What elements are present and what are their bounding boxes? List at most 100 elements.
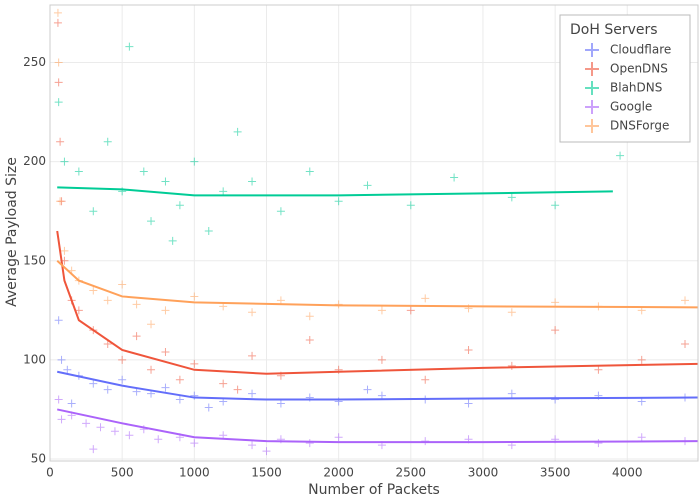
marker xyxy=(53,8,62,17)
marker xyxy=(450,173,459,182)
marker xyxy=(161,177,170,186)
marker xyxy=(56,137,65,146)
y-tick-label: 100 xyxy=(23,352,46,366)
marker xyxy=(190,359,199,368)
marker xyxy=(147,320,156,329)
trend-line xyxy=(57,186,613,197)
marker xyxy=(118,375,127,384)
legend-title: DoH Servers xyxy=(570,22,658,38)
marker xyxy=(89,379,98,388)
legend-symbol xyxy=(585,100,599,114)
marker xyxy=(305,336,314,345)
marker xyxy=(406,201,415,210)
marker xyxy=(421,294,430,303)
x-axis-label: Number of Packets xyxy=(308,482,440,498)
marker xyxy=(305,439,314,448)
x-tick-label: 3500 xyxy=(540,466,571,480)
legend-box xyxy=(559,14,691,143)
legend-symbol xyxy=(585,81,599,95)
marker xyxy=(276,399,285,408)
marker xyxy=(507,308,516,317)
marker xyxy=(103,340,112,349)
marker xyxy=(464,399,473,408)
marker xyxy=(190,292,199,301)
marker xyxy=(233,385,242,394)
marker xyxy=(616,151,625,160)
marker xyxy=(305,312,314,321)
y-tick-label: 150 xyxy=(23,253,46,267)
marker xyxy=(377,306,386,315)
trend-line xyxy=(57,408,699,444)
marker xyxy=(363,181,372,190)
marker xyxy=(551,298,560,307)
marker xyxy=(103,296,112,305)
marker xyxy=(681,296,690,305)
legend-label: Cloudflare xyxy=(610,43,671,57)
marker xyxy=(154,435,163,444)
legend-label: BlahDNS xyxy=(610,81,662,95)
marker xyxy=(147,217,156,226)
marker xyxy=(57,355,66,364)
marker xyxy=(175,395,184,404)
x-tick-label: 2500 xyxy=(396,466,427,480)
legend: DoH Servers Cloudflare OpenDNS BlahDNS Googl… xyxy=(559,14,691,143)
marker xyxy=(118,355,127,364)
marker xyxy=(248,308,257,317)
marker xyxy=(161,306,170,315)
legend-symbol xyxy=(585,62,599,76)
marker xyxy=(219,187,228,196)
marker xyxy=(54,78,63,87)
legend-label: DNSForge xyxy=(610,119,669,133)
marker xyxy=(334,197,343,206)
marker xyxy=(204,403,213,412)
x-tick-label: 2000 xyxy=(323,466,354,480)
series-markers xyxy=(54,42,625,245)
x-tick-label: 3000 xyxy=(468,466,499,480)
marker xyxy=(125,42,134,51)
y-tick-label: 50 xyxy=(31,452,46,466)
legend-label: Google xyxy=(610,100,652,114)
marker xyxy=(219,379,228,388)
plot-border xyxy=(49,4,699,462)
marker xyxy=(190,439,199,448)
marker xyxy=(190,157,199,166)
marker xyxy=(96,423,105,432)
x-tick-label: 4000 xyxy=(612,466,643,480)
marker xyxy=(594,439,603,448)
marker xyxy=(248,351,257,360)
marker xyxy=(63,365,72,374)
y-tick-label: 250 xyxy=(23,55,46,69)
marker xyxy=(54,98,63,107)
marker xyxy=(464,345,473,354)
marker xyxy=(233,127,242,136)
marker xyxy=(248,441,257,450)
legend-label: OpenDNS xyxy=(610,62,668,76)
marker xyxy=(67,399,76,408)
marker xyxy=(118,280,127,289)
marker xyxy=(637,433,646,442)
legend-symbol xyxy=(585,43,599,57)
marker xyxy=(637,355,646,364)
marker xyxy=(204,227,213,236)
marker xyxy=(551,395,560,404)
marker xyxy=(60,157,69,166)
marker xyxy=(56,197,65,206)
marker xyxy=(681,340,690,349)
marker xyxy=(334,433,343,442)
marker xyxy=(377,355,386,364)
marker xyxy=(139,167,148,176)
y-axis-label: Average Payload Size xyxy=(4,157,20,307)
marker xyxy=(406,306,415,315)
trend-line xyxy=(57,370,699,401)
marker xyxy=(507,361,516,370)
marker xyxy=(132,300,141,309)
marker xyxy=(161,383,170,392)
marker xyxy=(551,201,560,210)
marker xyxy=(421,375,430,384)
marker xyxy=(276,207,285,216)
marker xyxy=(248,177,257,186)
x-tick-label: 1000 xyxy=(179,466,210,480)
marker xyxy=(74,167,83,176)
x-tick-label: 0 xyxy=(46,466,54,480)
